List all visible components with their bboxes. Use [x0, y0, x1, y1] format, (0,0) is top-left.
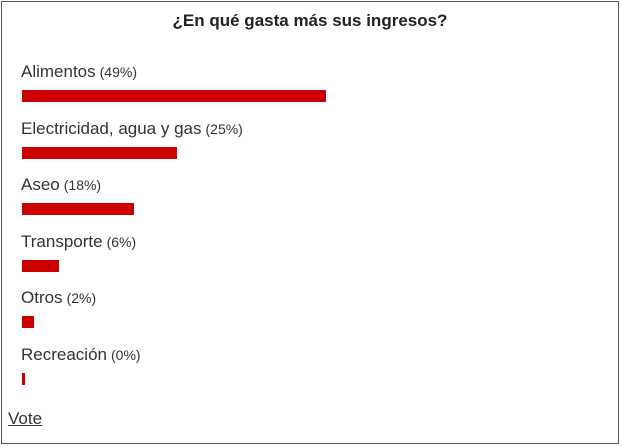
poll-title: ¿En qué gasta más sus ingresos? [172, 11, 448, 30]
poll-option: Transporte (6%) [21, 232, 611, 289]
result-bar [22, 146, 177, 159]
option-label: Otros [21, 288, 63, 307]
option-label: Alimentos [21, 62, 96, 81]
option-label: Transporte [21, 231, 103, 251]
option-label: Electricidad, agua y gas [21, 118, 202, 138]
poll-option: Electricidad, agua y gas (25%) [21, 119, 611, 176]
option-percent: (49%) [99, 64, 137, 80]
option-text: Otros (2%) [21, 288, 96, 308]
option-percent: (0%) [111, 346, 141, 363]
option-text: Transporte (6%) [21, 232, 136, 252]
poll-option: Alimentos (49%) [21, 62, 611, 119]
option-text: Recreación (0%) [21, 345, 141, 365]
result-bar [22, 372, 25, 385]
poll-option: Recreación (0%) [21, 345, 611, 402]
option-label: Recreación [21, 344, 107, 364]
vote-link[interactable]: Vote [8, 409, 43, 428]
poll-option: Aseo (18%) [21, 175, 611, 232]
option-label: Aseo [21, 175, 60, 194]
result-bar [22, 90, 326, 102]
result-bar [22, 203, 134, 215]
option-text: Electricidad, agua y gas (25%) [21, 119, 243, 139]
option-percent: (2%) [66, 290, 97, 306]
option-percent: (25%) [205, 120, 243, 137]
option-percent: (18%) [63, 177, 102, 193]
option-percent: (6%) [106, 233, 137, 250]
option-text: Aseo (18%) [21, 175, 101, 195]
result-bar [22, 259, 60, 272]
option-text: Alimentos (49%) [21, 62, 137, 82]
poll-option: Otros (2%) [21, 288, 611, 345]
result-bar [22, 316, 35, 328]
poll-options: Alimentos (49%) Electricidad, agua y gas (2… [21, 62, 611, 401]
